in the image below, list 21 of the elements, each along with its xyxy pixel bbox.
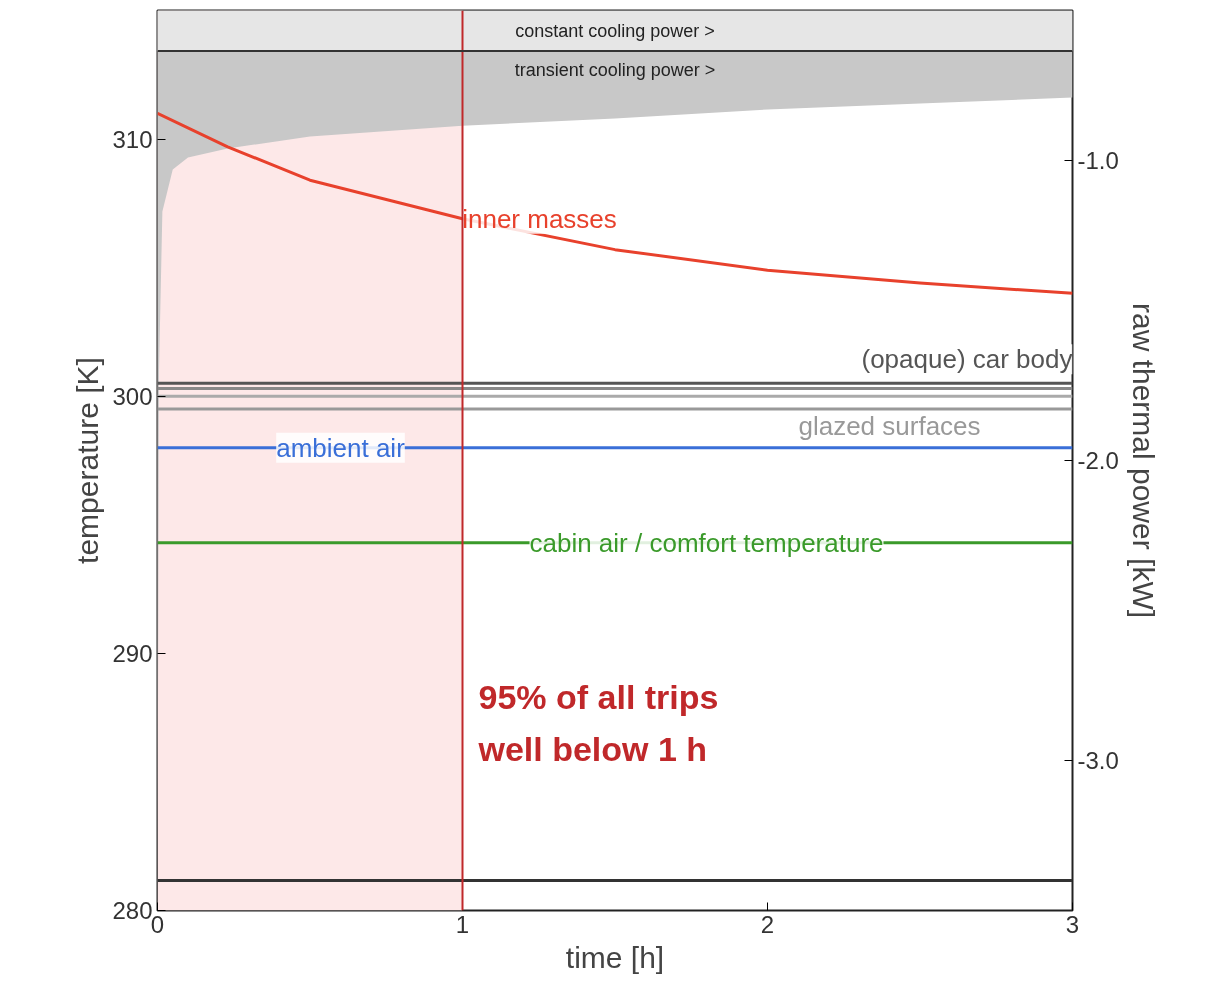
x-tick-label: 1	[455, 910, 470, 938]
y2-axis-title: raw thermal power [kW]	[1126, 302, 1160, 619]
series-label: glazed surfaces	[798, 411, 981, 442]
band-label: constant cooling power >	[515, 20, 715, 41]
band-label: 95% of all trips well below 1 h	[477, 677, 719, 768]
y2-tick-label: -2.0	[1077, 447, 1119, 474]
y-axis-title: temperature [K]	[71, 357, 105, 564]
x-axis-title: time [h]	[565, 940, 665, 974]
line-series	[157, 111, 1073, 295]
series-label: inner masses	[462, 203, 617, 234]
y-tick-label: 300	[112, 382, 153, 410]
y2-tick-label: -1.0	[1077, 147, 1119, 174]
x-tick-label: 3	[1065, 910, 1080, 938]
series-label: cabin air / comfort temperature	[529, 527, 884, 558]
series-label: ambient air	[276, 432, 406, 463]
x-tick-label: 2	[760, 910, 775, 938]
y-tick-label: 290	[112, 639, 153, 667]
y2-tick-label: -3.0	[1077, 747, 1119, 774]
series-label: transient cooling power >	[514, 59, 716, 80]
series-label: (opaque) car body	[861, 344, 1073, 375]
y-tick-label: 310	[112, 125, 153, 153]
